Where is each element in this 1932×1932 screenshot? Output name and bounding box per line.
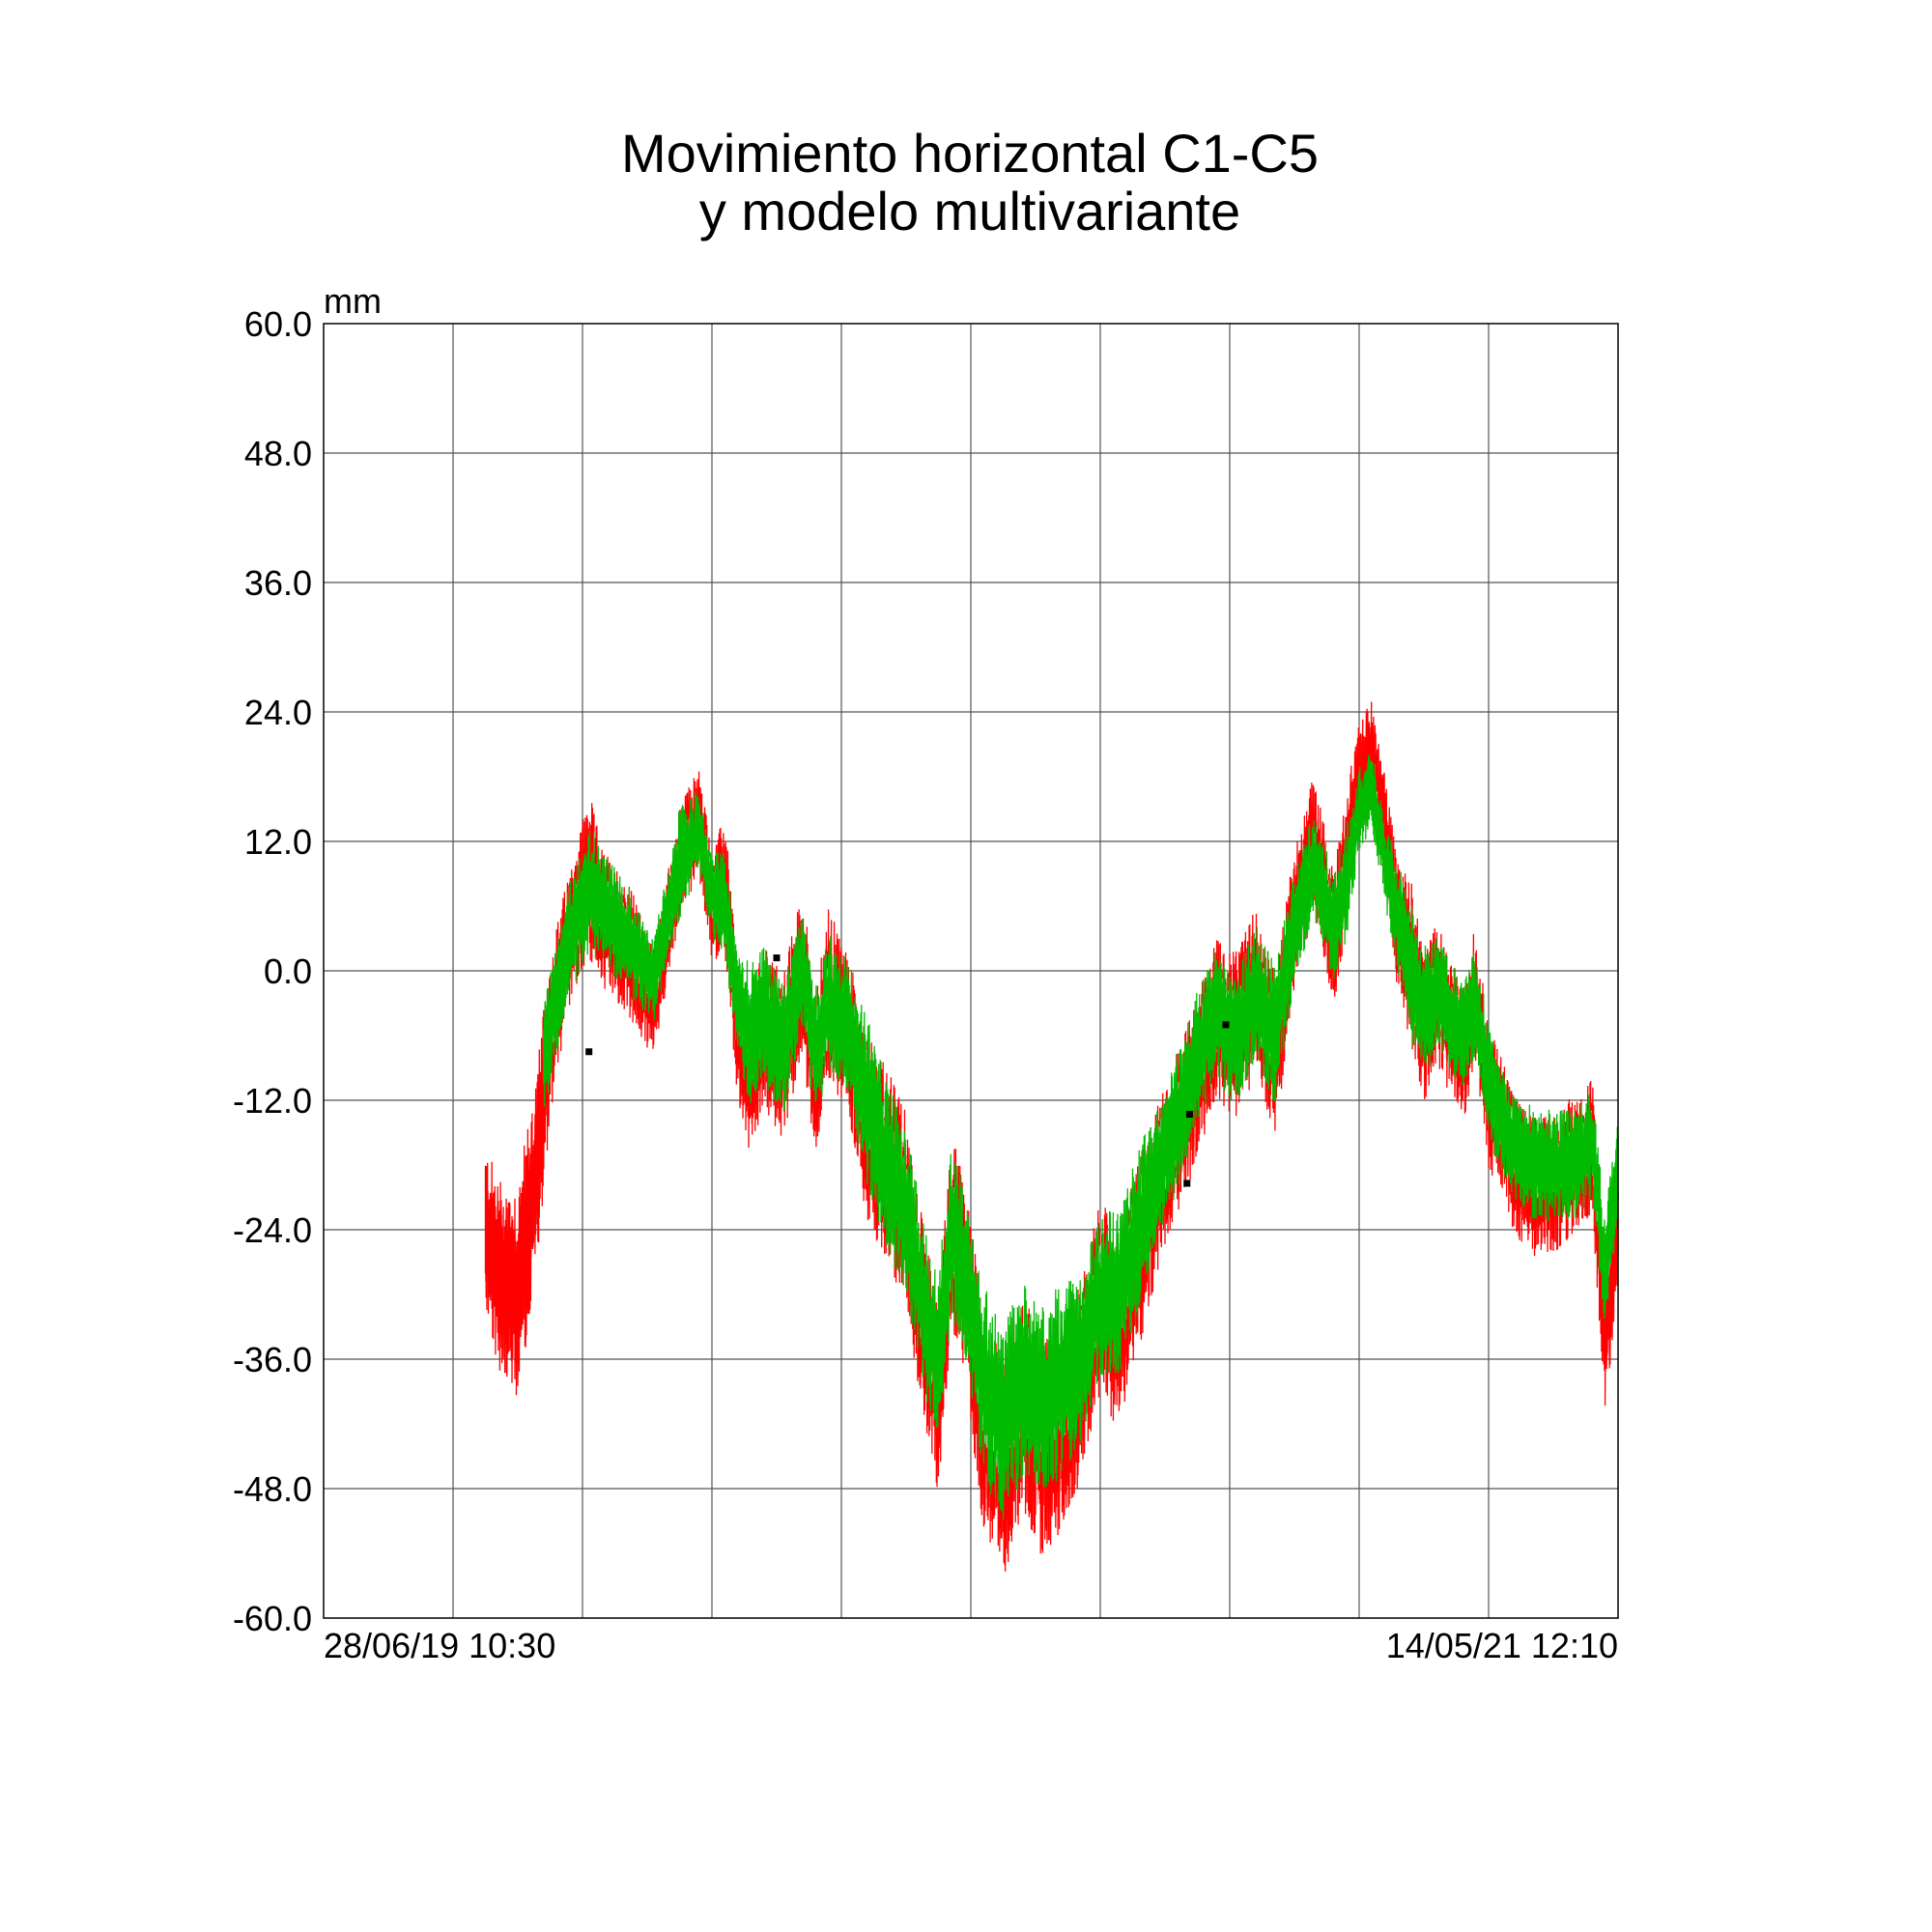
y-tick-label: 60.0 — [244, 304, 312, 344]
outlier-points — [585, 954, 1230, 1187]
y-tick-label: -48.0 — [233, 1469, 312, 1509]
y-tick-label: -24.0 — [233, 1210, 312, 1250]
y-tick-label: -36.0 — [233, 1340, 312, 1379]
plot-frame — [323, 323, 1619, 1619]
y-axis-unit-label: mm — [324, 281, 382, 321]
chart-title: Movimiento horizontal C1-C5 y modelo mul… — [621, 123, 1319, 242]
y-tick-label: 48.0 — [244, 434, 312, 473]
y-tick-labels: 60.0 48.0 36.0 24.0 12.0 0.0 -12.0 -24.0 -36.0 -4… — [233, 304, 312, 1638]
chart-title-line-2: y modelo multivariante — [699, 181, 1240, 242]
series-layer — [484, 701, 1619, 1572]
y-tick-label: 0.0 — [264, 952, 312, 991]
outlier-point — [773, 954, 781, 962]
x-start-label: 28/06/19 10:30 — [324, 1626, 555, 1665]
series-model-line — [543, 754, 1619, 1520]
y-tick-label: 12.0 — [244, 822, 312, 862]
y-tick-label: 36.0 — [244, 563, 312, 603]
x-end-label: 14/05/21 12:10 — [1386, 1626, 1618, 1665]
outlier-point — [585, 1048, 593, 1056]
y-tick-label: -60.0 — [233, 1599, 312, 1638]
y-tick-label: 24.0 — [244, 693, 312, 732]
outlier-point — [1222, 1021, 1230, 1029]
chart-title-line-1: Movimiento horizontal C1-C5 — [621, 123, 1319, 184]
outlier-point — [1185, 1111, 1193, 1119]
y-tick-label: -12.0 — [233, 1081, 312, 1121]
grid — [324, 324, 1618, 1618]
outlier-point — [1183, 1179, 1191, 1187]
